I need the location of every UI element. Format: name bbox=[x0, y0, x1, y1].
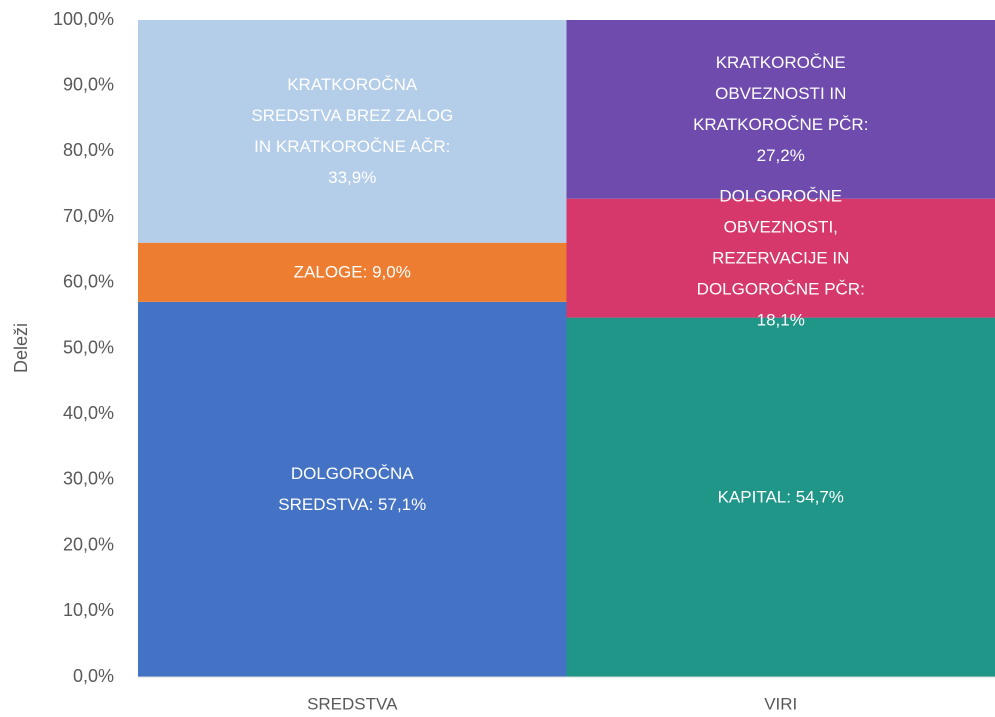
bar-segment bbox=[566, 198, 995, 318]
data-label: KAPITAL: 54,7% bbox=[717, 487, 844, 507]
y-tick-label: 10,0% bbox=[63, 600, 114, 620]
y-tick-label: 30,0% bbox=[63, 469, 114, 489]
data-label: DOLGOROČNE OBVEZNOSTI, REZERVACIJE IN DO… bbox=[696, 186, 865, 330]
y-tick-label: 100,0% bbox=[53, 9, 114, 29]
bar-segment bbox=[138, 242, 567, 302]
y-tick-label: 40,0% bbox=[63, 403, 114, 423]
y-tick-label: 80,0% bbox=[63, 140, 114, 160]
bar-segment bbox=[138, 20, 567, 243]
y-tick-label: 20,0% bbox=[63, 534, 114, 554]
y-tick-label: 50,0% bbox=[63, 337, 114, 357]
y-tick-label: 0,0% bbox=[73, 666, 114, 686]
data-label: DOLGOROČNA SREDSTVA: 57,1% bbox=[278, 464, 427, 515]
data-label: KRATKOROČNA SREDSTVA BREZ ZALOG IN KRATK… bbox=[251, 75, 454, 188]
y-tick-label: 70,0% bbox=[63, 206, 114, 226]
bar-segment bbox=[566, 317, 995, 677]
y-axis-label: Deleži bbox=[11, 323, 31, 373]
data-label: ZALOGE: 9,0% bbox=[293, 262, 411, 282]
bar-segment bbox=[138, 301, 567, 677]
x-tick-label: SREDSTVA bbox=[307, 694, 398, 713]
x-tick-label: VIRI bbox=[764, 694, 797, 713]
y-tick-label: 60,0% bbox=[63, 272, 114, 292]
bar-segment bbox=[566, 20, 995, 199]
data-label: KRATKOROČNE OBVEZNOSTI IN KRATKOROČNE PČ… bbox=[693, 53, 869, 166]
y-tick-label: 90,0% bbox=[63, 74, 114, 94]
